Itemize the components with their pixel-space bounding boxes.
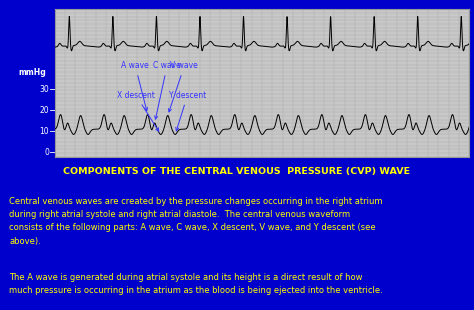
Text: 0: 0 — [44, 148, 49, 157]
Text: The A wave is generated during atrial systole and its height is a direct result : The A wave is generated during atrial sy… — [9, 273, 383, 295]
Text: 10: 10 — [39, 127, 49, 136]
Text: mmHg: mmHg — [18, 68, 46, 77]
Text: Central venous waves are created by the pressure changes occurring in the right : Central venous waves are created by the … — [9, 197, 383, 246]
Text: COMPONENTS OF THE CENTRAL VENOUS  PRESSURE (CVP) WAVE: COMPONENTS OF THE CENTRAL VENOUS PRESSUR… — [64, 167, 410, 176]
Text: X descent: X descent — [117, 91, 159, 131]
Text: V wave: V wave — [168, 61, 198, 112]
Text: 20: 20 — [39, 106, 49, 115]
Text: Y descent: Y descent — [169, 91, 206, 131]
Text: 30: 30 — [39, 85, 49, 94]
Text: A wave: A wave — [121, 61, 149, 111]
Text: C wave: C wave — [153, 61, 181, 119]
